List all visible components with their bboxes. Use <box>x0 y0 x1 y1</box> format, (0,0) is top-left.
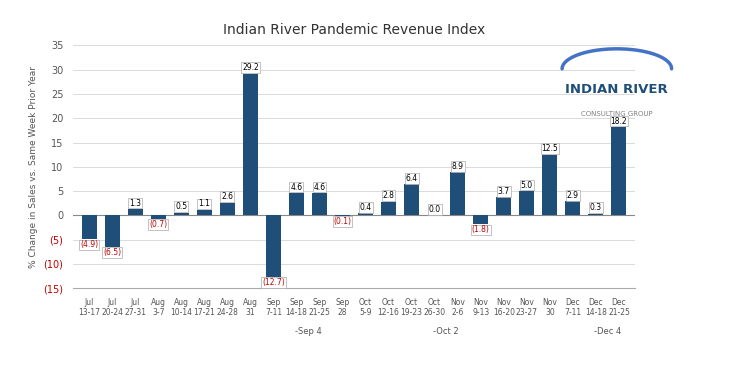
Bar <box>358 213 373 215</box>
Text: 1.3: 1.3 <box>129 199 141 208</box>
Text: CONSULTING GROUP: CONSULTING GROUP <box>581 111 653 117</box>
Text: 4.6: 4.6 <box>313 183 326 191</box>
Bar <box>174 213 189 215</box>
Text: 1.1: 1.1 <box>199 199 210 208</box>
Text: 0.0: 0.0 <box>429 205 441 214</box>
Bar <box>197 210 212 215</box>
Text: (0.7): (0.7) <box>149 220 167 229</box>
Bar <box>312 193 327 215</box>
Text: (4.9): (4.9) <box>80 241 99 249</box>
Bar <box>566 201 580 215</box>
Bar <box>588 214 604 215</box>
Text: 18.2: 18.2 <box>611 116 627 125</box>
Y-axis label: % Change in Sales vs. Same Week Prior Year: % Change in Sales vs. Same Week Prior Ye… <box>28 66 38 268</box>
Text: 29.2: 29.2 <box>242 63 258 72</box>
Text: 0.5: 0.5 <box>175 202 188 211</box>
Text: INDIAN RIVER: INDIAN RIVER <box>566 83 668 96</box>
Bar <box>404 184 419 215</box>
Bar <box>104 215 120 247</box>
Text: 0.3: 0.3 <box>590 204 602 212</box>
Bar <box>381 202 396 215</box>
Bar <box>542 155 557 215</box>
Text: 8.9: 8.9 <box>452 161 464 171</box>
Text: 0.4: 0.4 <box>359 203 372 212</box>
Text: (12.7): (12.7) <box>262 278 285 287</box>
Bar <box>266 215 281 277</box>
Text: 6.4: 6.4 <box>406 174 418 183</box>
Bar <box>128 209 142 215</box>
Text: 3.7: 3.7 <box>498 187 510 196</box>
Text: (6.5): (6.5) <box>103 248 121 257</box>
Bar <box>82 215 96 239</box>
Text: 5.0: 5.0 <box>520 180 533 190</box>
Text: -Oct 2: -Oct 2 <box>434 327 459 336</box>
Text: 4.6: 4.6 <box>291 183 302 191</box>
Text: 2.9: 2.9 <box>567 191 579 200</box>
Title: Indian River Pandemic Revenue Index: Indian River Pandemic Revenue Index <box>223 23 485 38</box>
Text: 2.8: 2.8 <box>383 191 394 200</box>
Bar <box>243 74 258 215</box>
Text: 2.6: 2.6 <box>221 192 234 201</box>
Bar <box>151 215 166 219</box>
Bar <box>473 215 488 224</box>
Text: (0.1): (0.1) <box>334 217 352 226</box>
Bar <box>496 197 511 215</box>
Text: (1.8): (1.8) <box>472 226 490 235</box>
Bar <box>335 215 350 216</box>
Bar <box>220 203 235 215</box>
Bar <box>519 191 534 215</box>
Text: -Sep 4: -Sep 4 <box>295 327 321 336</box>
Bar <box>289 193 304 215</box>
Text: -Dec 4: -Dec 4 <box>593 327 621 336</box>
Bar <box>612 127 626 215</box>
Text: 12.5: 12.5 <box>542 144 558 153</box>
Bar <box>450 172 465 215</box>
